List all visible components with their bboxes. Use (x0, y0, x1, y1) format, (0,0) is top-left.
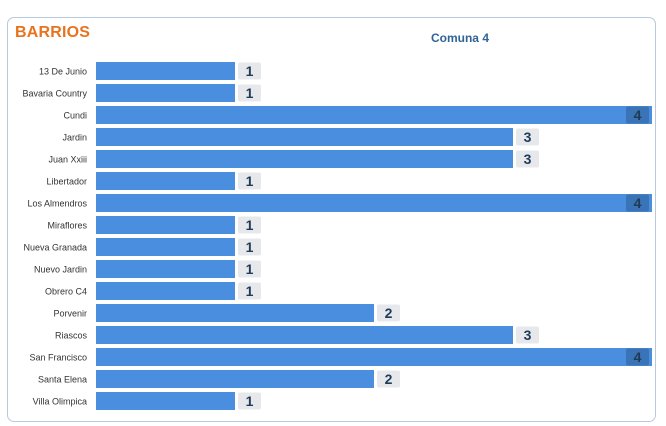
data-label-bg (238, 392, 261, 410)
data-label: 1 (246, 63, 254, 79)
data-label: 4 (634, 195, 642, 211)
bar (96, 260, 235, 278)
data-label: 1 (246, 173, 254, 189)
data-label-bg (516, 150, 539, 168)
bar (96, 326, 513, 344)
category-label: Los Almendros (27, 199, 87, 209)
category-label: Porvenir (53, 309, 87, 319)
data-label: 1 (246, 239, 254, 255)
data-label-bg (238, 282, 261, 300)
bar (96, 150, 513, 168)
category-label: Juan Xxiii (48, 155, 87, 165)
bar (96, 238, 235, 256)
bar (96, 216, 235, 234)
category-label: Libertador (46, 177, 87, 187)
category-label: Nuevo Jardin (34, 265, 87, 275)
data-label: 4 (634, 349, 642, 365)
data-label: 1 (246, 261, 254, 277)
bar (96, 106, 652, 124)
data-label: 2 (385, 371, 393, 387)
data-label: 1 (246, 217, 254, 233)
data-label: 3 (524, 327, 532, 343)
data-label: 1 (246, 393, 254, 409)
category-label: Villa Olimpica (33, 397, 87, 407)
data-label: 3 (524, 151, 532, 167)
bar (96, 304, 374, 322)
category-label: Cundi (63, 111, 87, 121)
data-label-bg (626, 194, 649, 212)
data-label-bg (238, 84, 261, 102)
data-label: 3 (524, 129, 532, 145)
data-label-bg (516, 128, 539, 146)
bar (96, 392, 235, 410)
data-label-bg (516, 326, 539, 344)
category-label: Santa Elena (38, 375, 87, 385)
category-label: 13 De Junio (39, 67, 87, 77)
data-label-bg (238, 238, 261, 256)
data-label-bg (238, 172, 261, 190)
category-label: Riascos (55, 331, 88, 341)
data-label-bg (238, 260, 261, 278)
bar (96, 282, 235, 300)
data-label-bg (238, 216, 261, 234)
data-label-bg (238, 62, 261, 80)
bar (96, 84, 235, 102)
card-title: BARRIOS (15, 24, 91, 41)
data-label-bg (626, 106, 649, 124)
chart-title: Comuna 4 (430, 31, 489, 45)
category-label: Obrero C4 (45, 287, 87, 297)
category-label: San Francisco (29, 353, 87, 363)
bar (96, 128, 513, 146)
data-label: 2 (385, 305, 393, 321)
bar (96, 370, 374, 388)
data-label-bg (377, 304, 400, 322)
bar (96, 62, 235, 80)
bar (96, 172, 235, 190)
data-label-bg (377, 370, 400, 388)
data-label: 1 (246, 283, 254, 299)
data-label: 1 (246, 85, 254, 101)
category-label: Bavaria Country (22, 89, 87, 99)
category-label: Jardin (62, 133, 87, 143)
bar (96, 348, 652, 366)
data-label-bg (626, 348, 649, 366)
category-label: Miraflores (47, 221, 87, 231)
data-label: 4 (634, 107, 642, 123)
category-label: Nueva Granada (23, 243, 87, 253)
bar (96, 194, 652, 212)
